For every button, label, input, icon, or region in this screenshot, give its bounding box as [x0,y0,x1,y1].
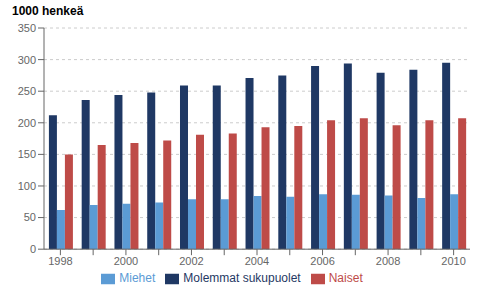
svg-text:2002: 2002 [179,255,203,267]
svg-text:150: 150 [18,148,36,160]
svg-text:2008: 2008 [376,255,400,267]
svg-text:300: 300 [18,54,36,66]
html-text:Naiset: Naiset [328,271,363,286]
html-text:1000 henkeä: 1000 henkeä [12,4,84,18]
html-text:Miehet: Miehet [119,271,156,286]
svg-text:250: 250 [18,85,36,97]
svg-text:50: 50 [24,211,36,223]
svg-text:2004: 2004 [245,255,269,267]
svg-text:2000: 2000 [114,255,138,267]
svg-text:200: 200 [18,117,36,129]
svg-text:100: 100 [18,180,36,192]
html-text:Molemmat sukupuolet: Molemmat sukupuolet [183,271,301,286]
svg-text:2010: 2010 [441,255,465,267]
svg-text:1998: 1998 [48,255,72,267]
svg-text:350: 350 [18,22,36,34]
svg-text:2006: 2006 [310,255,334,267]
svg-text:0: 0 [30,243,36,255]
